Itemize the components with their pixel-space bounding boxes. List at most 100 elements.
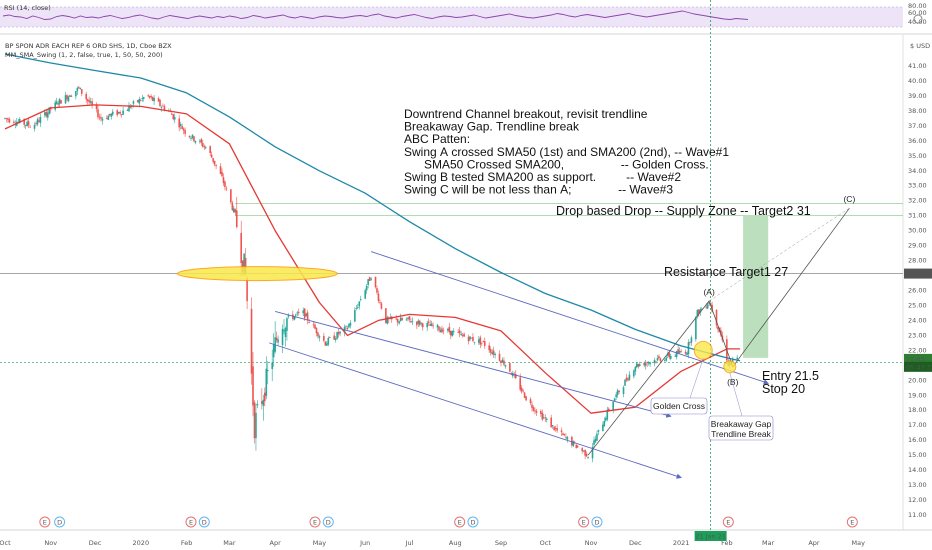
date-tick-label: Jul: [405, 539, 414, 547]
rsi-pane: RSI (14, close) 80.00 60.00 40.00: [0, 0, 932, 35]
earnings-event-icon[interactable]: E: [846, 516, 858, 528]
candle-body: [182, 128, 185, 131]
candle-body: [684, 351, 687, 354]
candle-body: [178, 118, 180, 128]
price-tick-label: 38.00: [908, 107, 927, 115]
candle-body: [488, 345, 490, 351]
candle-body: [264, 392, 266, 402]
candle-body: [708, 302, 710, 304]
date-tick-label: Dec: [89, 539, 102, 547]
earnings-event-icon[interactable]: E: [578, 516, 590, 528]
candle-body: [618, 390, 620, 393]
price-tick-label: 19.00: [908, 391, 927, 399]
candle-body: [173, 117, 176, 120]
date-tick-label: Dec: [629, 539, 642, 547]
candle-body: [523, 392, 526, 398]
candle-body: [421, 323, 424, 328]
candle-body: [668, 352, 671, 358]
currency-label: $ USD: [910, 42, 930, 50]
price-tick-label: 34.00: [908, 167, 927, 175]
price-badge-text: 05:47:33: [906, 363, 932, 371]
candle-body: [675, 351, 678, 358]
candle-body: [469, 336, 471, 340]
candle-body: [184, 130, 186, 134]
candle-body: [644, 363, 647, 366]
dividend-event-icon[interactable]: D: [54, 516, 66, 528]
dividend-event-icon[interactable]: D: [467, 516, 479, 528]
candle-body: [235, 210, 238, 228]
dividend-event-icon[interactable]: D: [198, 516, 210, 528]
price-tick-label: 31.00: [908, 212, 927, 220]
earnings-event-icon[interactable]: E: [185, 516, 197, 528]
wave-label: (A): [703, 287, 715, 297]
dividend-event-icon[interactable]: D: [591, 516, 603, 528]
price-tick-label: 17.00: [908, 421, 927, 429]
candle-body: [591, 446, 594, 459]
dividend-event-icon[interactable]: D: [322, 516, 334, 528]
resistance-highlight-ellipse: [176, 266, 338, 282]
candle-body: [705, 306, 707, 308]
candle-body: [209, 146, 211, 154]
candle-body: [137, 100, 139, 103]
candle-body: [399, 317, 402, 322]
event-letter: E: [313, 519, 317, 527]
candle-body: [503, 360, 505, 365]
earnings-event-icon[interactable]: E: [722, 516, 734, 528]
candle-body: [582, 450, 585, 452]
candle-body: [376, 288, 378, 293]
candle-body: [126, 109, 129, 111]
candle-body: [75, 91, 77, 97]
candle-body: [534, 410, 536, 412]
price-tick-label: 25.00: [908, 301, 927, 309]
price-tick-label: 13.00: [908, 481, 927, 489]
candle-body: [638, 364, 641, 366]
candle-body: [717, 326, 719, 330]
candle-body: [348, 324, 350, 328]
candle-body: [277, 339, 279, 343]
candle-body: [224, 181, 226, 188]
candle-body: [284, 328, 287, 338]
price-badge-text: 27.13: [906, 270, 925, 278]
candle-body: [281, 328, 284, 346]
candle-body: [587, 457, 589, 459]
candle-body: [138, 99, 141, 104]
candle-body: [272, 344, 275, 358]
stop-label: Stop 20: [762, 382, 805, 396]
earnings-event-icon[interactable]: E: [454, 516, 466, 528]
gap-text-2: Trendline Break: [711, 429, 771, 439]
price-tick-label: 22.00: [908, 346, 927, 354]
event-circle: [198, 516, 210, 528]
candle-body: [190, 138, 192, 139]
candle-body: [370, 278, 372, 280]
candle-body: [571, 436, 573, 446]
date-tick-label: May: [313, 539, 327, 547]
candle-body: [457, 331, 459, 333]
candle-body: [616, 390, 619, 396]
candle-body: [699, 309, 702, 313]
candle-body: [656, 358, 659, 361]
settings-gear-icon[interactable]: [913, 14, 923, 24]
earnings-event-icon[interactable]: E: [309, 516, 321, 528]
candle-body: [109, 113, 111, 116]
wave-label: (B): [727, 377, 739, 387]
candle-body: [494, 353, 496, 356]
candle-body: [64, 95, 67, 104]
event-letter: D: [202, 519, 207, 527]
callout-pointer: [689, 358, 704, 399]
candle-body: [470, 337, 473, 339]
candle-body: [333, 335, 335, 340]
candle-body: [731, 359, 734, 362]
candle-body: [367, 279, 369, 286]
annotation-line: Breakaway Gap. Trendline break: [404, 120, 580, 134]
candle-body: [545, 418, 548, 420]
event-letter: D: [326, 519, 331, 527]
earnings-event-icon[interactable]: E: [39, 516, 51, 528]
golden-cross-marker: [693, 340, 713, 360]
candle-body: [101, 118, 104, 121]
candle-body: [491, 352, 493, 355]
candle-body: [23, 118, 25, 125]
candle-body: [585, 453, 588, 457]
price-tick-label: 36.00: [908, 137, 927, 145]
